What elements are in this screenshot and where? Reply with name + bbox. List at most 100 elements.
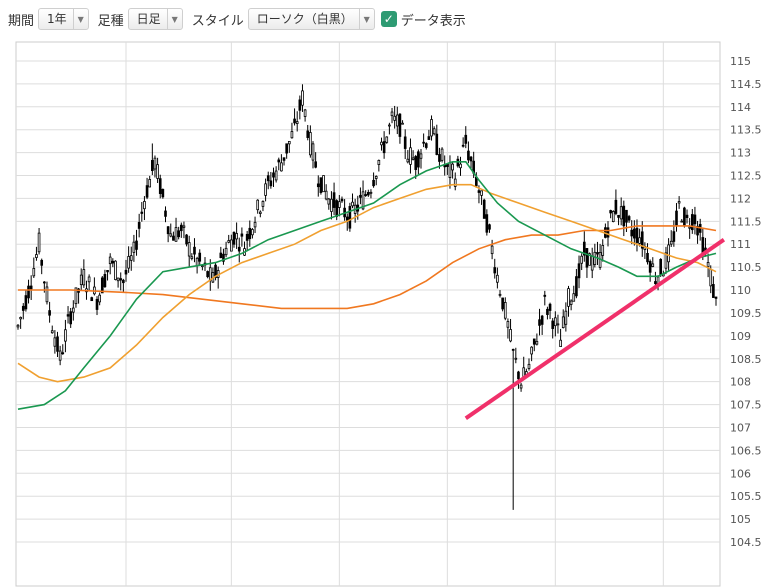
candle-body <box>166 226 170 235</box>
candle-body <box>259 211 262 214</box>
candle-body <box>488 224 491 230</box>
candle-body <box>40 259 44 266</box>
candle-body <box>108 256 112 265</box>
interval-label: 足種 <box>97 13 124 29</box>
candle-body <box>224 247 228 256</box>
chart-toolbar: 期間 1年 ▼ 足種 日足 ▼ スタイル ローソク（白黒） ▼ ✓ データ表示 <box>0 0 776 38</box>
candle-body <box>285 143 288 154</box>
candle-body <box>179 224 183 232</box>
candle-body <box>277 159 281 163</box>
chevron-down-icon: ▼ <box>72 9 88 29</box>
candle-body <box>601 245 605 256</box>
candle-body <box>261 201 265 207</box>
candle-body <box>348 206 352 229</box>
candle-body <box>309 132 312 156</box>
y-tick-label: 108 <box>730 376 751 389</box>
candle-body <box>122 279 125 284</box>
y-tick-label: 104.5 <box>730 536 762 549</box>
candle-body <box>143 201 146 210</box>
candle-body <box>330 198 333 212</box>
y-tick-label: 113 <box>730 147 751 160</box>
candle-body <box>21 305 25 311</box>
candle-body <box>314 161 317 168</box>
show-data-checkbox[interactable]: ✓ <box>380 11 397 27</box>
y-tick-label: 111 <box>730 238 751 251</box>
candle-body <box>590 255 594 271</box>
candle-body <box>156 164 159 179</box>
interval-dropdown[interactable]: 日足 ▼ <box>127 8 183 30</box>
candle-body <box>79 274 83 286</box>
candle-body <box>87 276 91 283</box>
candle-body <box>61 352 65 355</box>
candle-body <box>530 346 533 355</box>
candle-body <box>395 114 399 127</box>
candle-body <box>527 363 531 369</box>
candle-body <box>485 214 489 233</box>
candle-body <box>377 159 381 165</box>
candle-body <box>50 330 54 334</box>
candle-body <box>90 297 94 302</box>
candle-body <box>119 278 123 281</box>
candle-body <box>638 237 641 244</box>
candle-body <box>282 157 286 161</box>
candle-body <box>630 229 634 237</box>
y-tick-label: 114.5 <box>730 78 762 91</box>
candle-body <box>361 191 365 210</box>
candle-body <box>48 310 51 316</box>
candle-body <box>580 255 583 264</box>
candle-body <box>245 233 249 241</box>
candle-body <box>551 320 555 329</box>
candle-body <box>401 122 404 125</box>
candle-body <box>43 281 46 284</box>
candle-body <box>451 163 454 171</box>
candle-body <box>511 348 515 351</box>
candle-body <box>195 257 199 266</box>
candle-body <box>82 269 86 286</box>
y-tick-label: 105 <box>730 513 751 526</box>
chevron-down-icon: ▼ <box>358 9 374 29</box>
candle-body <box>148 179 152 188</box>
candle-body <box>482 199 486 219</box>
candle-body <box>251 229 254 236</box>
candle-body <box>324 190 328 200</box>
candle-body <box>116 277 120 282</box>
candle-body <box>24 295 28 310</box>
candle-body <box>498 293 502 296</box>
period-dropdown[interactable]: 1年 ▼ <box>38 8 89 30</box>
candle-body <box>577 263 581 279</box>
show-data-label[interactable]: データ表示 <box>400 13 466 29</box>
candle-body <box>151 160 154 172</box>
candle-body <box>414 156 418 170</box>
style-dropdown[interactable]: ローソク（白黒） ▼ <box>247 8 375 30</box>
candle-body <box>543 294 547 297</box>
candle-body <box>419 153 423 159</box>
candle-body <box>198 252 202 262</box>
candle-body <box>74 287 78 305</box>
candle-body <box>100 277 104 294</box>
y-tick-label: 113.5 <box>730 124 762 137</box>
candle-body <box>409 147 412 165</box>
candle-body <box>332 192 336 208</box>
candle-body <box>382 141 386 154</box>
candle-body <box>617 214 620 218</box>
price-chart: 104.5 105 105.5 106 106.5 107 107.5 108 108.5 109… <box>0 38 776 588</box>
candle-body <box>619 206 623 220</box>
candle-body <box>114 260 117 280</box>
candle-body <box>411 157 415 160</box>
candle-body <box>58 350 62 361</box>
candle-body <box>27 285 30 299</box>
candle-body <box>208 267 212 281</box>
candle-body <box>206 271 209 278</box>
candle-body <box>538 319 541 326</box>
candle-body <box>164 210 167 217</box>
candle-body <box>319 177 323 193</box>
candle-body <box>145 185 149 198</box>
candle-body <box>345 216 349 221</box>
candle-body <box>593 251 597 265</box>
candle-body <box>190 256 194 259</box>
candle-body <box>256 199 260 211</box>
candle-body <box>385 136 389 143</box>
candle-body <box>106 269 109 273</box>
candle-body <box>293 118 296 124</box>
candle-body <box>667 244 670 263</box>
